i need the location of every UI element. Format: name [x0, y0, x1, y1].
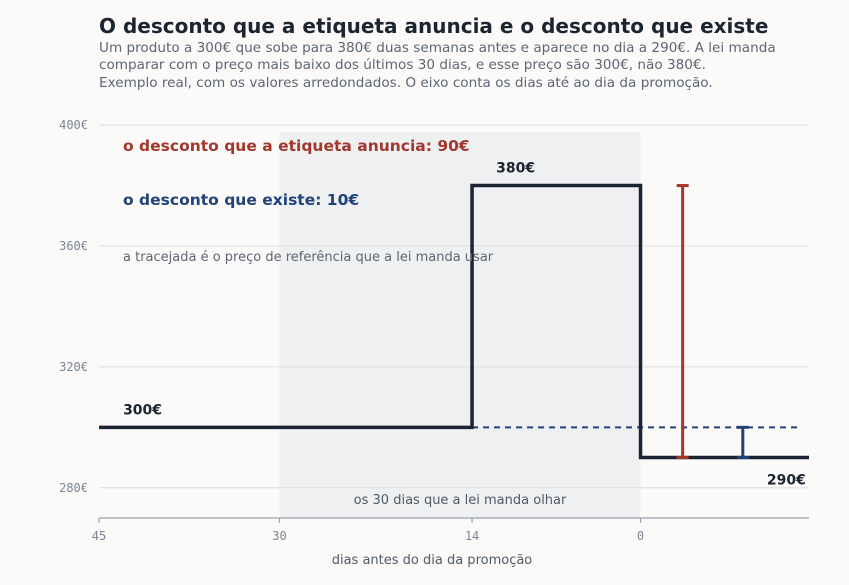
window-band: [279, 132, 641, 518]
y-tick-label: 360€: [59, 239, 88, 253]
x-tick-label: 30: [272, 529, 286, 543]
y-tick-label: 320€: [59, 360, 88, 374]
y-tick-label: 400€: [59, 118, 88, 132]
chart-subtitle: Um produto a 300€ que sobe para 380€ dua…: [99, 40, 776, 92]
x-tick-label: 14: [465, 529, 479, 543]
x-axis-title: dias antes do dia da promoção: [332, 553, 533, 568]
value-label: 380€: [496, 161, 535, 177]
chart-title: O desconto que a etiqueta anuncia e o de…: [99, 14, 769, 38]
y-tick-label: 280€: [59, 481, 88, 495]
subtitle-line: Exemplo real, com os valores arredondado…: [99, 74, 713, 91]
x-tick-label: 45: [92, 529, 106, 543]
price-line: [99, 183, 809, 460]
x-tick-label: 0: [637, 529, 644, 543]
subtitle-line: comparar com o preço mais baixo dos últi…: [99, 57, 706, 74]
annotation-announced-discount: o desconto que a etiqueta anuncia: 90€: [123, 137, 470, 155]
value-label: 300€: [123, 402, 162, 418]
annotation-reference-note: a tracejada é o preço de referência que …: [123, 250, 494, 265]
annotation-real-discount: o desconto que existe: 10€: [123, 191, 359, 209]
subtitle-line: Um produto a 300€ que sobe para 380€ dua…: [99, 40, 776, 56]
window-label: os 30 dias que a lei manda olhar: [354, 493, 567, 508]
value-label: 290€: [767, 473, 806, 489]
